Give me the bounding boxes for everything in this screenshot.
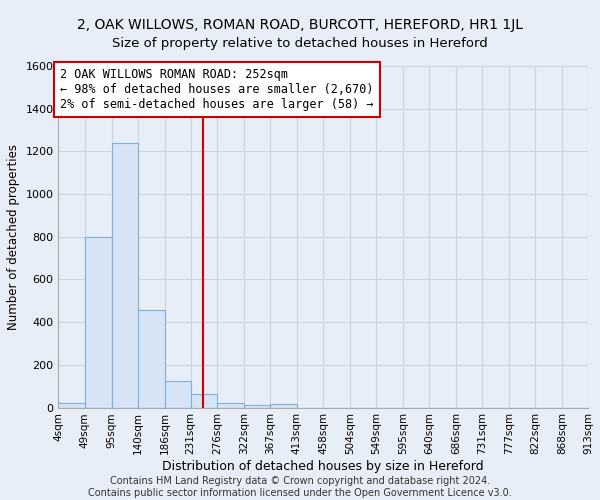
Text: 2, OAK WILLOWS, ROMAN ROAD, BURCOTT, HEREFORD, HR1 1JL: 2, OAK WILLOWS, ROMAN ROAD, BURCOTT, HER… — [77, 18, 523, 32]
Text: 2 OAK WILLOWS ROMAN ROAD: 252sqm
← 98% of detached houses are smaller (2,670)
2%: 2 OAK WILLOWS ROMAN ROAD: 252sqm ← 98% o… — [60, 68, 374, 110]
Bar — [217, 403, 244, 407]
Bar — [164, 381, 191, 407]
Y-axis label: Number of detached properties: Number of detached properties — [7, 144, 20, 330]
Bar — [85, 236, 112, 408]
X-axis label: Distribution of detached houses by size in Hereford: Distribution of detached houses by size … — [163, 460, 484, 473]
Bar — [191, 394, 217, 407]
Bar — [112, 143, 138, 407]
Text: Contains HM Land Registry data © Crown copyright and database right 2024.
Contai: Contains HM Land Registry data © Crown c… — [88, 476, 512, 498]
Bar — [138, 310, 164, 408]
Text: Size of property relative to detached houses in Hereford: Size of property relative to detached ho… — [112, 36, 488, 50]
Bar — [244, 406, 270, 407]
Bar — [58, 403, 85, 407]
Bar — [270, 404, 297, 407]
